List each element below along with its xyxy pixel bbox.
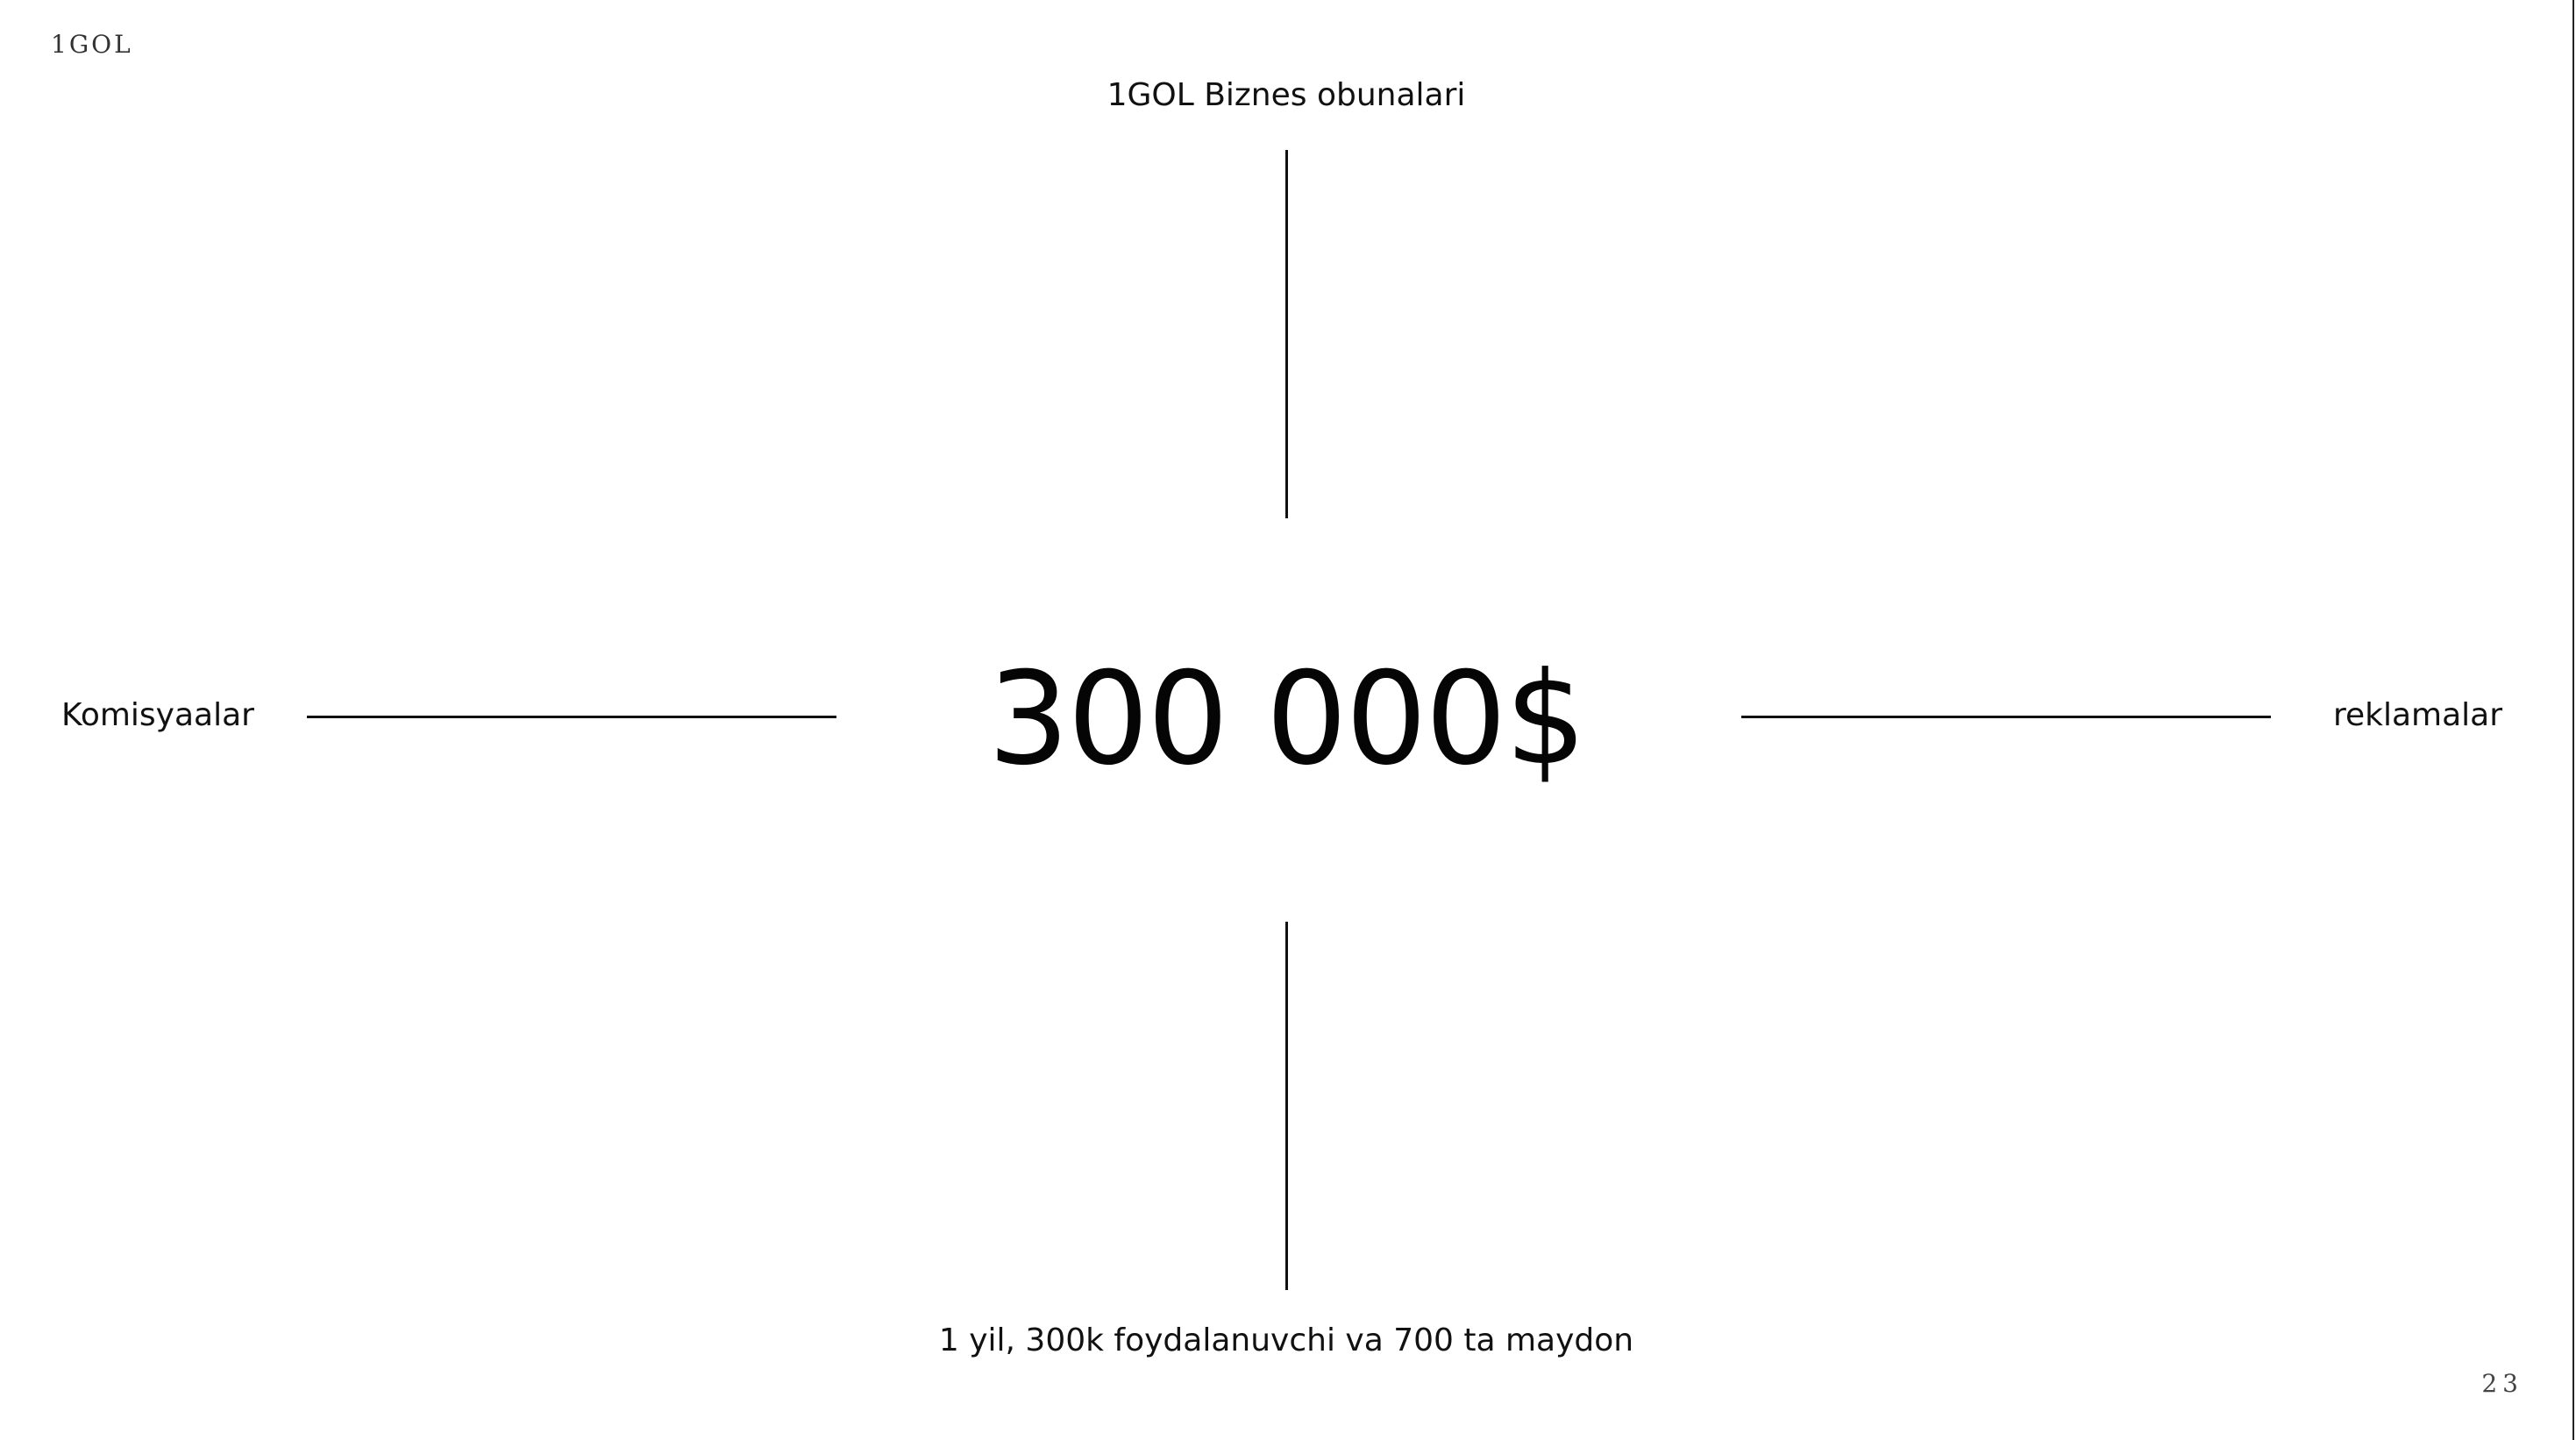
top-connector-line bbox=[1285, 150, 1288, 518]
left-label: Komisyaalar bbox=[61, 697, 254, 733]
bottom-connector-line bbox=[1285, 922, 1288, 1290]
right-label: reklamalar bbox=[2332, 697, 2502, 733]
bottom-label: 1 yil, 300k foydalanuvchi va 700 ta mayd… bbox=[938, 1322, 1634, 1358]
slide-right-border bbox=[2572, 0, 2574, 1440]
right-connector-line bbox=[1741, 716, 2271, 718]
top-label: 1GOL Biznes obunalari bbox=[1107, 77, 1466, 113]
brand-logo-text: 1GOL bbox=[51, 30, 133, 59]
left-connector-line bbox=[307, 716, 836, 718]
page-number: 23 bbox=[2481, 1369, 2523, 1398]
center-value: 300 000$ bbox=[987, 645, 1587, 794]
